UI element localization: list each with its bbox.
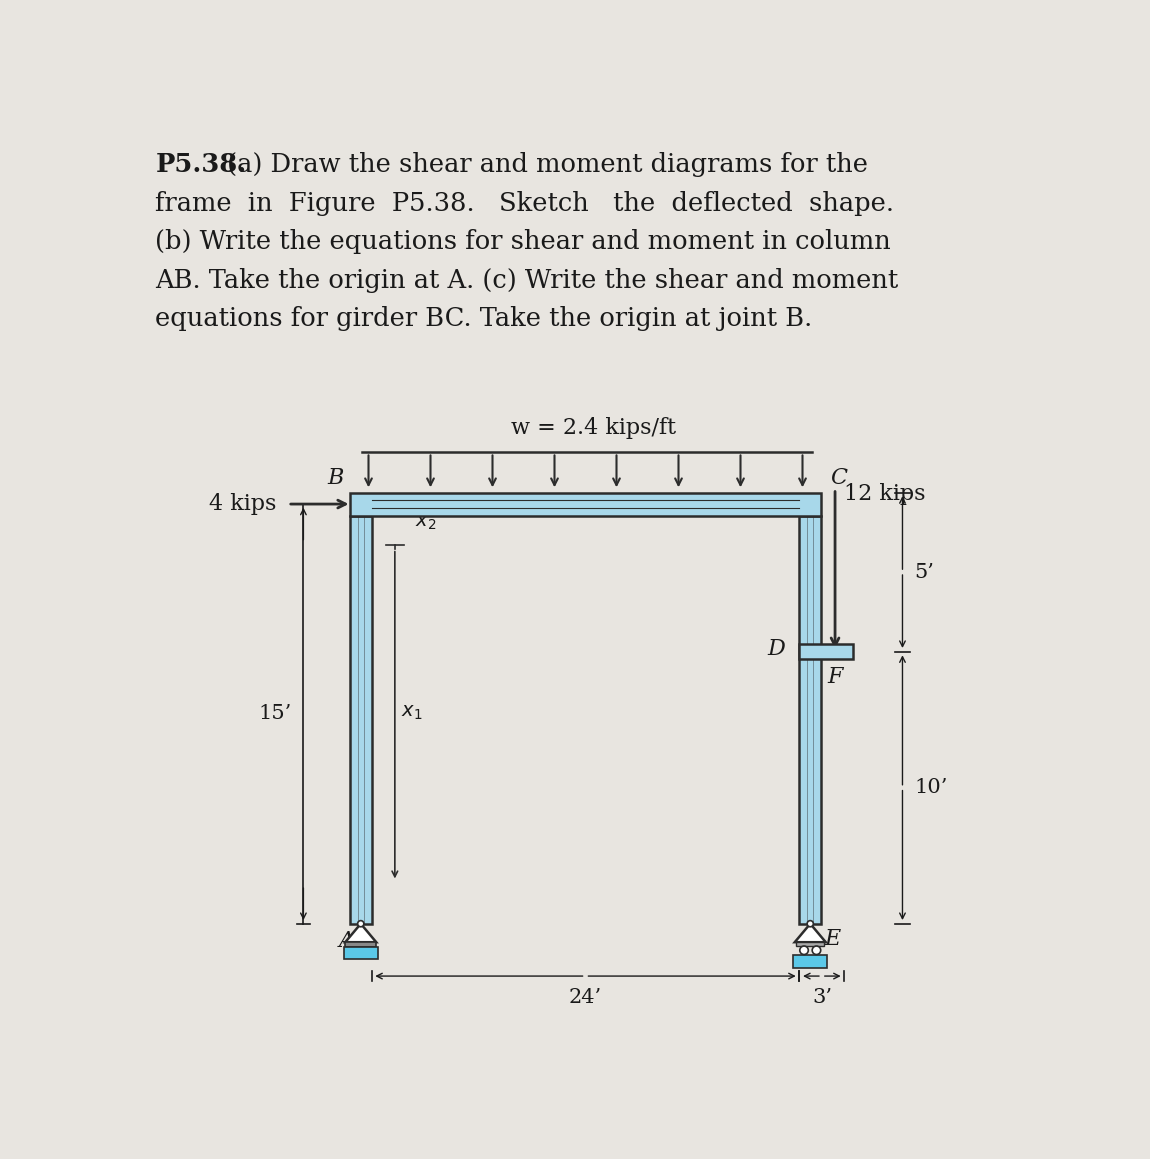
Text: frame  in  Figure  P5.38.   Sketch   the  deflected  shape.: frame in Figure P5.38. Sketch the deflec… (155, 191, 895, 216)
Text: P5.38.: P5.38. (155, 152, 246, 177)
Bar (350, 493, 821, 516)
Bar (350, 516, 371, 924)
Polygon shape (345, 924, 376, 942)
Text: 3’: 3’ (812, 987, 831, 1007)
Bar (799, 516, 821, 924)
Text: 12 kips: 12 kips (844, 483, 926, 505)
Text: A: A (338, 930, 354, 952)
Text: C: C (830, 467, 848, 489)
Text: (a) Draw the shear and moment diagrams for the: (a) Draw the shear and moment diagrams f… (218, 152, 868, 177)
Circle shape (807, 920, 813, 927)
Text: B: B (328, 467, 344, 489)
Text: AB. Take the origin at A. (c) Write the shear and moment: AB. Take the origin at A. (c) Write the … (155, 268, 898, 293)
Bar (793, 955, 827, 969)
Text: $x_1$: $x_1$ (401, 704, 422, 722)
Text: 4 kips: 4 kips (209, 493, 276, 515)
Text: $x_2$: $x_2$ (415, 513, 436, 532)
Text: 5’: 5’ (914, 562, 934, 582)
Text: 24’: 24’ (569, 987, 603, 1007)
Text: 15’: 15’ (259, 705, 292, 723)
Circle shape (358, 920, 363, 927)
Circle shape (799, 946, 808, 955)
Text: 10’: 10’ (914, 778, 948, 797)
Polygon shape (795, 924, 826, 942)
Text: F: F (827, 665, 843, 687)
Bar (799, 644, 853, 659)
Text: (b) Write the equations for shear and moment in column: (b) Write the equations for shear and mo… (155, 229, 891, 254)
Text: D: D (767, 637, 785, 659)
Bar (345, 942, 376, 947)
Bar (796, 942, 825, 946)
Circle shape (812, 946, 821, 955)
Text: equations for girder BC. Take the origin at joint B.: equations for girder BC. Take the origin… (155, 306, 813, 331)
Text: E: E (825, 927, 841, 949)
Text: w = 2.4 kips/ft: w = 2.4 kips/ft (511, 416, 676, 438)
Bar (344, 947, 378, 960)
